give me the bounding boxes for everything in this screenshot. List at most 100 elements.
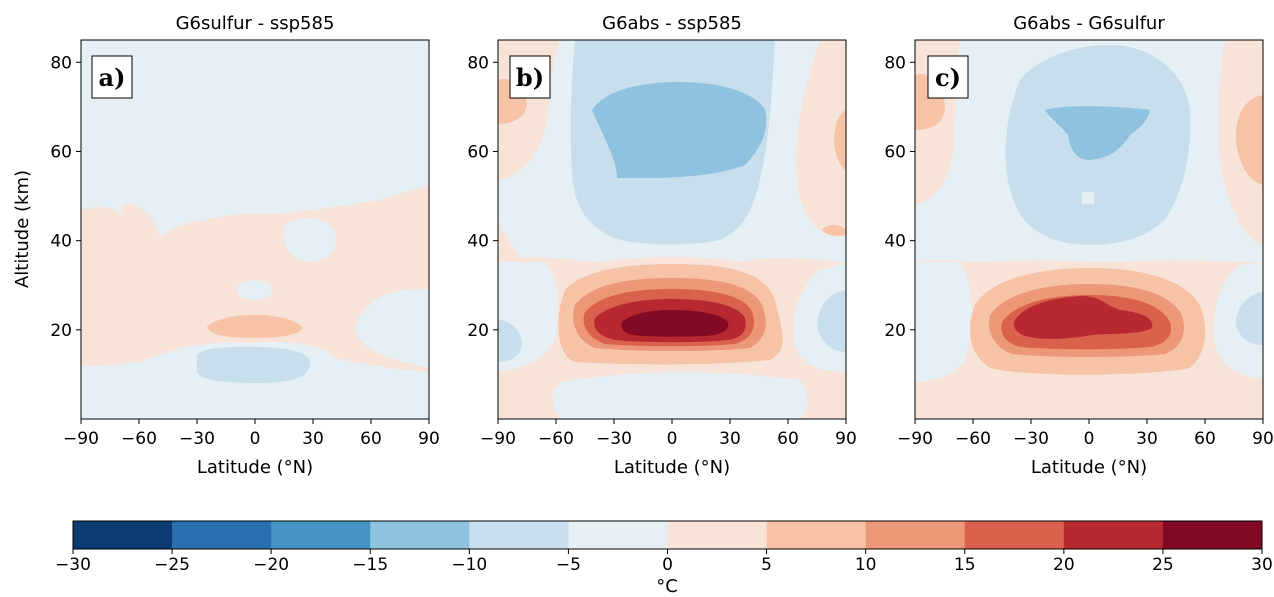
colorbar: −30 −25 −20 −15 −10 −5 0 5 10 15 20 25 30 °C bbox=[55, 520, 1273, 597]
panel-c-label: c) bbox=[935, 63, 961, 92]
colorbar-tick-label: 15 bbox=[954, 555, 976, 575]
x-tick-label: 90 bbox=[835, 429, 857, 449]
panel-a-contours bbox=[81, 40, 429, 419]
colorbar-tick-label: 10 bbox=[855, 555, 877, 575]
panel-c-xlabel: Latitude (°N) bbox=[1031, 457, 1147, 478]
panel-c-y-ticks: 20 40 60 80 bbox=[884, 53, 915, 341]
colorbar-tick-label: −5 bbox=[556, 555, 581, 575]
panel-c-x-ticks: −90 −60 −30 0 30 60 90 bbox=[897, 419, 1274, 449]
panel-b-contours bbox=[498, 40, 846, 419]
x-tick-label: 60 bbox=[360, 429, 382, 449]
x-tick-label: −60 bbox=[955, 429, 991, 449]
y-tick-label: 60 bbox=[884, 142, 906, 162]
x-tick-label: 90 bbox=[1252, 429, 1274, 449]
y-tick-label: 80 bbox=[467, 53, 489, 73]
colorbar-cell bbox=[370, 521, 470, 549]
panel-b-label: b) bbox=[516, 63, 544, 92]
colorbar-tick-label: −20 bbox=[253, 555, 289, 575]
panel-b-left-lightblue bbox=[498, 320, 522, 362]
colorbar-cells bbox=[73, 521, 1263, 549]
panel-c-right-lightblue bbox=[1235, 292, 1263, 345]
colorbar-tick-label: −10 bbox=[451, 555, 487, 575]
colorbar-cell bbox=[172, 521, 272, 549]
y-tick-label: 80 bbox=[50, 53, 72, 73]
panel-b-bottom-negative bbox=[552, 372, 808, 419]
colorbar-tick-label: 20 bbox=[1053, 555, 1075, 575]
x-tick-label: −60 bbox=[121, 429, 157, 449]
panel-a-positive-region bbox=[81, 185, 429, 372]
x-tick-label: −90 bbox=[480, 429, 516, 449]
panel-a-blue-core bbox=[197, 346, 310, 383]
colorbar-tick-label: 5 bbox=[761, 555, 772, 575]
y-tick-label: 60 bbox=[467, 142, 489, 162]
panel-a-blue-right bbox=[283, 218, 337, 262]
panel-c-label-box bbox=[927, 55, 969, 99]
panel-c-contours bbox=[915, 40, 1263, 419]
x-tick-label: 30 bbox=[719, 429, 741, 449]
panel-b-right-small-orange bbox=[822, 224, 846, 236]
colorbar-cell bbox=[469, 521, 569, 549]
x-tick-label: −90 bbox=[897, 429, 933, 449]
x-tick-label: 30 bbox=[302, 429, 324, 449]
colorbar-tick-label: −25 bbox=[154, 555, 190, 575]
panel-c-left-negative bbox=[915, 262, 972, 382]
panel-b-xlabel: Latitude (°N) bbox=[614, 457, 730, 478]
y-tick-label: 40 bbox=[50, 232, 72, 252]
panel-b: G6abs - ssp585 −90 −6 bbox=[467, 13, 856, 478]
panel-b-x-ticks: −90 −60 −30 0 30 60 90 bbox=[480, 419, 857, 449]
panel-a-ylabel: Altitude (km) bbox=[12, 170, 33, 288]
colorbar-cell bbox=[667, 521, 768, 549]
y-tick-label: 20 bbox=[467, 321, 489, 341]
panel-a-y-ticks: 20 40 60 80 bbox=[50, 53, 81, 341]
y-tick-label: 40 bbox=[884, 232, 906, 252]
x-tick-label: −60 bbox=[538, 429, 574, 449]
panel-a-xlabel: Latitude (°N) bbox=[197, 457, 313, 478]
x-tick-label: −30 bbox=[179, 429, 215, 449]
panel-a-small-blue bbox=[237, 280, 273, 300]
colorbar-cell bbox=[271, 521, 371, 549]
y-tick-label: 20 bbox=[50, 321, 72, 341]
x-tick-label: 90 bbox=[418, 429, 440, 449]
panel-a-orange-core bbox=[207, 314, 302, 338]
panel-a-x-ticks: −90 −60 −30 0 30 60 90 bbox=[63, 419, 440, 449]
x-tick-label: 60 bbox=[777, 429, 799, 449]
colorbar-tick-label: 25 bbox=[1152, 555, 1174, 575]
panel-b-right-lightblue bbox=[817, 290, 846, 352]
panel-c-level-20 bbox=[1013, 296, 1153, 339]
colorbar-tick-label: −30 bbox=[55, 555, 91, 575]
colorbar-ticks: −30 −25 −20 −15 −10 −5 0 5 10 15 20 25 30 bbox=[55, 549, 1273, 575]
x-tick-label: −30 bbox=[596, 429, 632, 449]
colorbar-cell bbox=[1162, 521, 1263, 549]
x-tick-label: 0 bbox=[250, 429, 261, 449]
x-tick-label: 60 bbox=[1194, 429, 1216, 449]
colorbar-label: °C bbox=[656, 576, 678, 597]
panel-a-label: a) bbox=[99, 63, 126, 92]
colorbar-cell bbox=[766, 521, 867, 549]
panel-a: G6sulfur - ssp585 −90 −60 −30 0 30 60 90 20 40 6… bbox=[12, 13, 440, 478]
x-tick-label: 30 bbox=[1136, 429, 1158, 449]
x-tick-label: 0 bbox=[667, 429, 678, 449]
y-tick-label: 80 bbox=[884, 53, 906, 73]
x-tick-label: −30 bbox=[1013, 429, 1049, 449]
panel-b-title: G6abs - ssp585 bbox=[602, 13, 742, 34]
panel-c-title: G6abs - G6sulfur bbox=[1013, 13, 1165, 34]
panel-b-y-ticks: 20 40 60 80 bbox=[467, 53, 498, 341]
colorbar-cell bbox=[865, 521, 966, 549]
colorbar-tick-label: 30 bbox=[1251, 555, 1273, 575]
panel-c-small-white bbox=[1082, 192, 1094, 204]
panel-a-label-box bbox=[91, 55, 133, 99]
panel-c-top-right-orange bbox=[1235, 95, 1263, 185]
panel-a-title: G6sulfur - ssp585 bbox=[176, 13, 335, 34]
panel-c-upper-midblue bbox=[1045, 106, 1150, 160]
panel-b-upper-midblue bbox=[592, 82, 767, 178]
colorbar-cell bbox=[568, 521, 668, 549]
panel-b-level-25 bbox=[621, 310, 729, 337]
colorbar-cell bbox=[73, 521, 173, 549]
panel-c: G6abs - G6sulfur −90 −60 −30 0 30 60 90 20 40 60… bbox=[884, 13, 1273, 478]
x-tick-label: 0 bbox=[1084, 429, 1095, 449]
y-tick-label: 20 bbox=[884, 321, 906, 341]
y-tick-label: 40 bbox=[467, 232, 489, 252]
panel-a-tiny-orange bbox=[121, 203, 159, 259]
colorbar-tick-label: 0 bbox=[662, 555, 673, 575]
